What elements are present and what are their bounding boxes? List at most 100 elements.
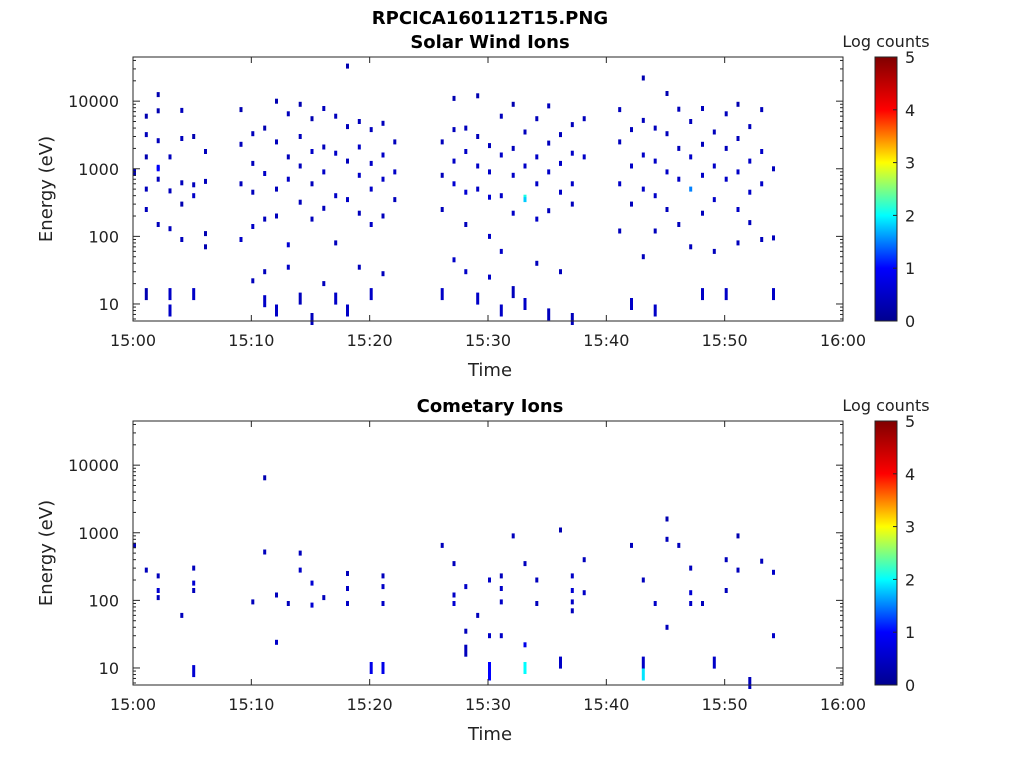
heatmap-cell — [689, 601, 693, 606]
heatmap-cell — [653, 193, 657, 199]
heatmap-cell — [452, 561, 456, 567]
heatmap-cell — [275, 98, 278, 104]
heatmap-cell — [701, 106, 704, 111]
heatmap-cell — [559, 656, 562, 669]
x-tick-label: 15:30 — [465, 695, 511, 714]
heatmap-cell — [192, 588, 196, 593]
heatmap-cell — [712, 163, 716, 169]
heatmap-cell — [665, 624, 669, 630]
heatmap-cell — [523, 163, 527, 169]
heatmap-cell — [547, 208, 551, 214]
heatmap-cell — [476, 612, 480, 618]
heatmap-cell — [452, 158, 456, 164]
heatmap-cell — [641, 656, 645, 669]
heatmap-cell — [357, 210, 361, 216]
heatmap-cell — [440, 288, 444, 301]
heatmap-cell — [523, 129, 527, 135]
heatmap-cell — [499, 152, 503, 158]
heatmap-cell — [204, 149, 207, 154]
colorbar-label: Log counts — [842, 396, 929, 415]
heatmap-cell — [464, 222, 468, 227]
heatmap-cell — [381, 152, 385, 158]
heatmap-cell — [180, 107, 184, 113]
heatmap-cell — [133, 542, 136, 548]
heatmap-cell — [701, 601, 704, 606]
heatmap-cell — [168, 288, 172, 301]
figure-title: RPCICA160112T15.PNG — [372, 8, 608, 29]
heatmap-cell — [523, 662, 527, 674]
heatmap-cell — [724, 288, 728, 301]
heatmap-cell — [298, 550, 302, 556]
heatmap-cell — [570, 573, 574, 579]
heatmap-cell — [618, 107, 622, 113]
heatmap-cell — [322, 595, 326, 601]
heatmap-cell — [701, 288, 704, 301]
heatmap-cell — [476, 292, 480, 305]
heatmap-cell — [464, 189, 468, 195]
heatmap-cell — [334, 150, 338, 156]
heatmap-cell — [499, 113, 503, 119]
heatmap-cell — [535, 154, 539, 160]
heatmap-cell — [298, 163, 302, 169]
heatmap-cell — [499, 633, 503, 639]
heatmap-cell — [133, 168, 136, 174]
heatmap-cell — [144, 113, 148, 119]
heatmap-cell — [144, 207, 148, 212]
heatmap-cell — [156, 222, 160, 227]
heatmap-cell — [499, 248, 503, 254]
heatmap-cell — [204, 231, 207, 237]
heatmap-cell — [310, 580, 314, 586]
heatmap-cell — [476, 93, 480, 99]
heatmap-cell — [772, 633, 775, 639]
heatmap-cell — [310, 602, 314, 608]
colorbar-label: Log counts — [842, 32, 929, 51]
y-tick-label: 10 — [99, 659, 119, 678]
heatmap-cell — [488, 233, 491, 239]
heatmap-cell — [346, 571, 349, 576]
heatmap-cell — [168, 188, 172, 194]
heatmap-cell — [760, 181, 764, 187]
heatmap-cell — [310, 216, 314, 222]
x-tick-label: 15:10 — [228, 331, 274, 350]
heatmap-cell — [748, 220, 752, 226]
heatmap-cell — [488, 169, 491, 175]
colorbar-tick-label: 5 — [905, 48, 915, 67]
heatmap-cell — [464, 584, 468, 590]
colorbar-tick-label: 2 — [905, 206, 915, 225]
heatmap-cell — [369, 288, 373, 301]
heatmap-cell — [393, 169, 397, 175]
heatmap-cell — [535, 181, 539, 187]
heatmap-cell — [334, 240, 338, 246]
heatmap-cell — [156, 92, 160, 98]
heatmap-cell — [523, 561, 527, 567]
heatmap-cell — [440, 139, 444, 145]
heatmap-cell — [381, 662, 385, 674]
y-tick-label: 100 — [88, 227, 119, 246]
heatmap-cell — [369, 160, 373, 166]
heatmap-cell — [630, 201, 633, 207]
heatmap-cell — [736, 169, 740, 175]
heatmap-cell — [641, 75, 645, 81]
heatmap-cell — [322, 144, 326, 150]
heatmap-cell — [760, 107, 764, 113]
heatmap-cell — [476, 186, 480, 192]
x-axis-label: Time — [467, 360, 512, 381]
heatmap-cells — [133, 475, 775, 689]
heatmap-cell — [310, 149, 314, 154]
heatmap-cell — [156, 176, 160, 182]
heatmap-cell — [736, 240, 740, 246]
heatmap-cell — [464, 628, 468, 634]
heatmap-cell — [511, 533, 515, 539]
heatmap-cell — [239, 107, 243, 113]
x-tick-label: 15:50 — [702, 695, 748, 714]
heatmap-cell — [488, 662, 491, 674]
heatmap-cell — [156, 166, 160, 172]
heatmap-cell — [322, 205, 326, 211]
heatmap-cell — [535, 577, 539, 583]
y-tick-label: 1000 — [78, 160, 119, 179]
x-tick-label: 15:40 — [583, 695, 629, 714]
heatmap-cell — [286, 154, 290, 160]
heatmap-cell — [641, 117, 645, 123]
heatmap-cell — [452, 127, 456, 133]
heatmap-cell — [263, 549, 267, 555]
